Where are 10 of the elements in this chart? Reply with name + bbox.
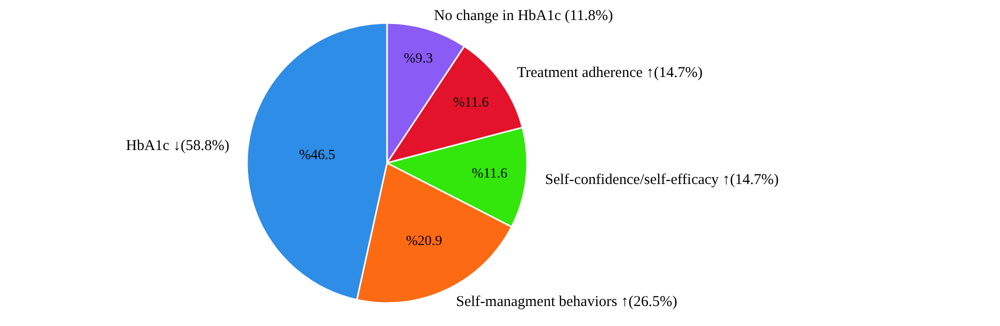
data-label: %46.5 [299, 148, 336, 163]
slice-label: Self-managment behaviors ↑(26.5%) [456, 294, 678, 310]
slice-label: HbA1c ↓(58.8%) [126, 138, 230, 154]
data-label: %11.6 [472, 166, 508, 182]
slice-label: No change in HbA1c (11.8%) [434, 8, 613, 24]
slice-label: Self-confidence/self-efficacy ↑(14.7%) [545, 172, 779, 188]
data-label: %9.3 [404, 51, 433, 66]
slice-label: Treatment adherence ↑(14.7%) [517, 65, 703, 81]
data-label: %20.9 [406, 234, 442, 250]
data-label: %11.6 [453, 95, 489, 110]
